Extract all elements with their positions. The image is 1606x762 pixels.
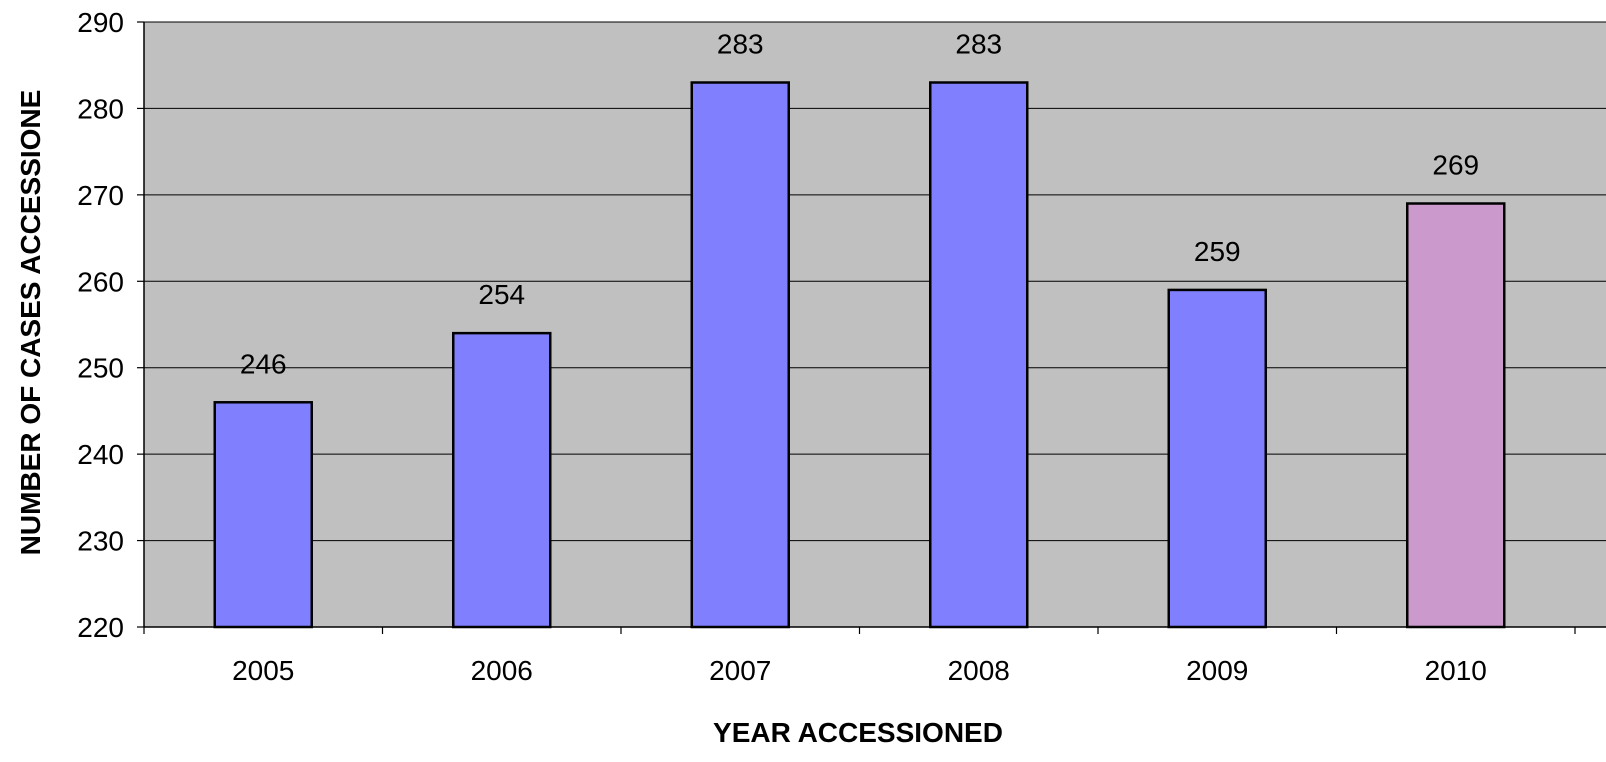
data-label-2006: 254 bbox=[478, 279, 525, 310]
y-tick-label: 260 bbox=[77, 266, 124, 297]
x-axis-ticks: 2005 2006 2007 2008 2009 2010 bbox=[143, 627, 1576, 686]
y-tick-label: 230 bbox=[77, 526, 124, 557]
bars bbox=[213, 81, 1506, 629]
gridlines bbox=[144, 21, 1606, 628]
y-tick-label: 250 bbox=[77, 353, 124, 384]
x-tick-label: 2007 bbox=[709, 655, 771, 686]
data-label-2009: 259 bbox=[1194, 236, 1241, 267]
bar-2008 bbox=[929, 81, 1029, 629]
x-tick-label: 2009 bbox=[1186, 655, 1248, 686]
bar-2005 bbox=[213, 401, 313, 629]
bar-2009 bbox=[1167, 288, 1267, 629]
data-label-2008: 283 bbox=[955, 29, 1002, 60]
x-tick-label: 2010 bbox=[1425, 655, 1487, 686]
y-tick-label: 240 bbox=[77, 439, 124, 470]
x-tick-label: 2008 bbox=[948, 655, 1010, 686]
data-labels: 246 254 283 283 259 269 bbox=[240, 29, 1479, 380]
y-axis-ticks: 220 230 240 250 260 270 280 290 bbox=[77, 7, 144, 643]
data-label-2010: 269 bbox=[1432, 150, 1479, 181]
data-label-2005: 246 bbox=[240, 348, 287, 379]
x-tick-label: 2005 bbox=[232, 655, 294, 686]
x-axis-title: YEAR ACCESSIONED bbox=[713, 717, 1003, 748]
x-tick-label: 2006 bbox=[471, 655, 533, 686]
bar-2007 bbox=[690, 81, 790, 629]
y-tick-label: 270 bbox=[77, 180, 124, 211]
bar-2006 bbox=[452, 331, 552, 629]
y-tick-label: 220 bbox=[77, 612, 124, 643]
y-tick-label: 290 bbox=[77, 7, 124, 38]
y-tick-label: 280 bbox=[77, 93, 124, 124]
data-label-2007: 283 bbox=[717, 29, 764, 60]
y-axis-title: NUMBER OF CASES ACCESSIONE bbox=[15, 90, 46, 556]
bar-2010 bbox=[1406, 202, 1506, 629]
plot-area bbox=[144, 22, 1606, 627]
axes bbox=[143, 22, 1606, 628]
